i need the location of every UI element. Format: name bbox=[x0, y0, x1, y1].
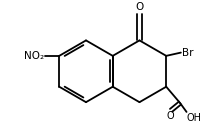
Text: O: O bbox=[166, 111, 174, 121]
Text: Br: Br bbox=[182, 48, 193, 58]
Text: OH: OH bbox=[187, 113, 202, 123]
Text: O: O bbox=[135, 2, 144, 12]
Text: NO₂: NO₂ bbox=[24, 51, 44, 61]
